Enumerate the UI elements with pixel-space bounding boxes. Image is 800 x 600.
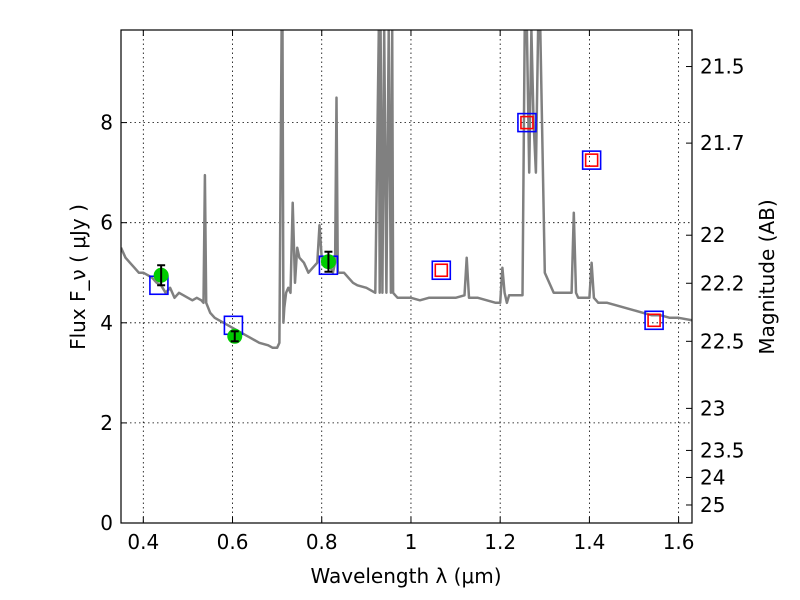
model-photometry-square	[517, 112, 537, 133]
y-tick-label: 8	[100, 111, 113, 135]
model-photometry-square	[644, 310, 664, 331]
y-tick-label: 0	[100, 511, 113, 535]
x-tick-label: 1.2	[484, 530, 516, 554]
y2-tick-label: 22.5	[700, 329, 745, 353]
x-tick-label: 1	[405, 530, 418, 554]
y-tick-label: 2	[100, 411, 113, 435]
x-tick-label: 0.6	[217, 530, 249, 554]
y2-axis-title: Magnitude (AB)	[755, 199, 779, 354]
y2-tick-label: 21.5	[700, 55, 745, 79]
model-photometry-inner-square	[647, 313, 661, 328]
y2-tick-label: 22.2	[700, 271, 745, 295]
y2-tick-label: 22	[700, 223, 725, 247]
plot-frame	[120, 29, 693, 524]
y2-tick-label: 25	[700, 493, 725, 517]
grid-layer	[121, 30, 692, 523]
model-photometry-inner-square	[434, 263, 449, 278]
x-tick-label: 1.4	[573, 530, 605, 554]
y-axis-title: Flux F_ν ( μJy )	[66, 204, 90, 350]
marker-layer	[149, 112, 664, 344]
y2-tick-label: 24	[700, 465, 725, 489]
sed-model-line	[121, 30, 692, 350]
y2-tick-label: 21.7	[700, 131, 745, 155]
model-photometry-square	[581, 150, 602, 170]
model-photometry-inner-square	[584, 153, 599, 167]
model-photometry-square	[431, 260, 452, 281]
x-axis-title: Wavelength λ (μm)	[310, 564, 501, 588]
sed-line-layer	[121, 30, 692, 350]
y-tick-label: 6	[100, 211, 113, 235]
tick-layer: 0.4 0.6 0.8 1 1.2 1.4 1.60246821.521.72222.222…	[100, 30, 745, 554]
x-tick-label: 0.4	[127, 530, 159, 554]
y2-tick-label: 23	[700, 396, 725, 420]
y2-tick-label: 23.5	[700, 438, 745, 462]
x-tick-label: 1.6	[663, 530, 695, 554]
y-tick-label: 4	[100, 311, 113, 335]
x-tick-label: 0.8	[306, 530, 338, 554]
model-photometry-inner-square	[520, 115, 534, 130]
